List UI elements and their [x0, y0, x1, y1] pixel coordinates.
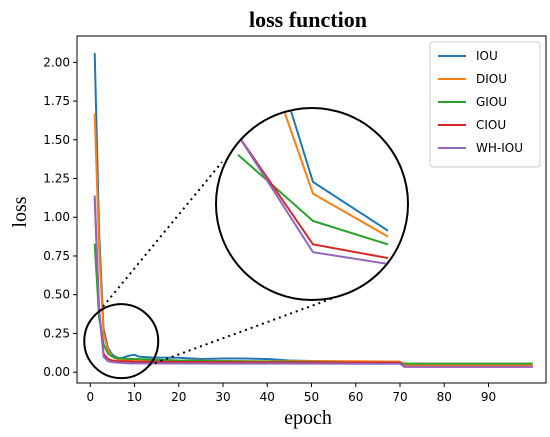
legend-label-iou: IOU [476, 49, 498, 63]
y-tick-label: 0.00 [43, 365, 70, 379]
zoom-line-iou [237, 109, 389, 232]
x-axis-label: epoch [284, 407, 332, 429]
x-tick-label: 30 [215, 390, 230, 404]
y-tick-label: 0.50 [43, 288, 70, 302]
legend: IOU DIOU GIOU CIOU WH-IOU [429, 41, 541, 168]
y-tick-label: 2.00 [43, 55, 70, 69]
zoom-line-diou [237, 109, 389, 238]
x-tick-label: 20 [171, 390, 186, 404]
y-tick-label: 1.00 [43, 210, 70, 224]
y-tick-label: 0.25 [43, 326, 70, 340]
y-tick-label: 1.75 [43, 94, 70, 108]
x-tick-label: 0 [86, 390, 94, 404]
zoom-inset [83, 107, 409, 380]
legend-label-diou: DIOU [476, 72, 507, 86]
x-tick-label: 50 [304, 390, 319, 404]
x-tick-label: 60 [348, 390, 363, 404]
x-tick-label: 40 [260, 390, 275, 404]
x-tick-label: 90 [481, 390, 496, 404]
chart-title: loss function [249, 7, 367, 32]
legend-label-ciou: CIOU [476, 118, 506, 132]
y-axis-label: loss [9, 196, 31, 227]
x-tick-label: 80 [437, 390, 452, 404]
zoom-magnified-circle [215, 107, 409, 301]
zoom-source-circle [83, 303, 160, 380]
y-tick-label: 1.50 [43, 133, 70, 147]
zoom-connector-upper [98, 161, 223, 312]
zoom-connector-lower [148, 296, 337, 367]
x-tick-label: 70 [392, 390, 407, 404]
y-axis-ticks: 0.00 0.25 0.50 0.75 1.00 1.25 1.50 1.75 2.00 [43, 55, 77, 379]
x-tick-label: 10 [127, 390, 142, 404]
legend-label-wh-iou: WH-IOU [476, 141, 523, 155]
zoom-line-wh-iou [237, 134, 389, 265]
zoom-lines [237, 109, 389, 265]
series-line-wh-iou [93, 195, 533, 368]
x-axis-ticks: 0 10 20 30 40 50 60 70 80 90 [86, 383, 496, 404]
zoom-line-ciou [237, 134, 389, 260]
legend-box [429, 41, 541, 168]
y-tick-label: 0.75 [43, 249, 70, 263]
legend-label-giou: GIOU [476, 95, 507, 109]
plot-lines [93, 53, 533, 368]
y-tick-label: 1.25 [43, 172, 70, 186]
zoom-line-giou [237, 153, 389, 246]
series-line-giou [93, 243, 533, 365]
